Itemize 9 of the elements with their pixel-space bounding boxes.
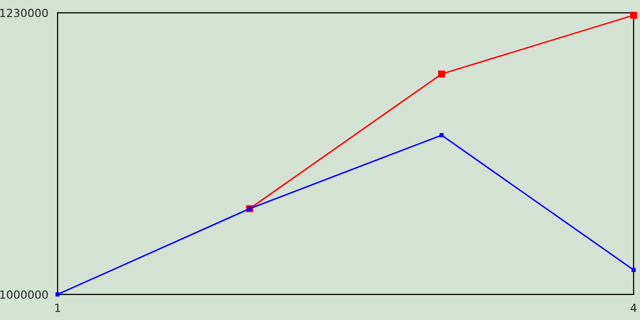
point bbox=[630, 12, 638, 19]
point bbox=[56, 292, 60, 296]
y-tick-label: 1000000 bbox=[0, 290, 48, 299]
point bbox=[438, 70, 446, 78]
point bbox=[440, 133, 444, 138]
x-tick-label: 1 bbox=[55, 304, 60, 312]
point bbox=[632, 268, 636, 272]
y-tick-label: 1230000 bbox=[0, 8, 48, 18]
x-tick-label: 4 bbox=[630, 304, 637, 312]
